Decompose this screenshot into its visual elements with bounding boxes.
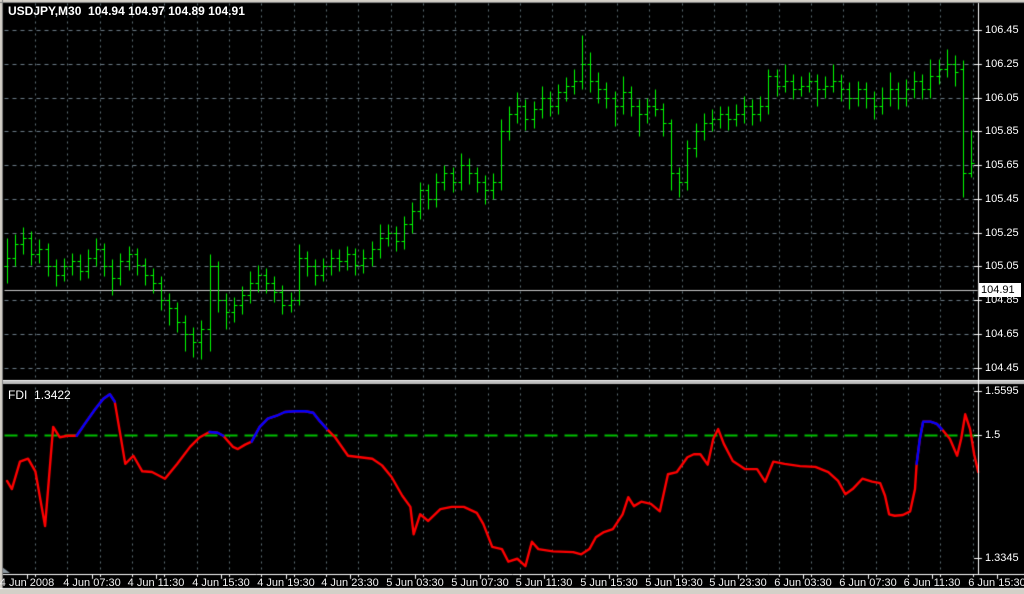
mt4-chart-window: USDJPY,M30 104.94 104.97 104.89 104.91 F… [0,0,1024,594]
price-chart-canvas[interactable] [0,0,1024,594]
